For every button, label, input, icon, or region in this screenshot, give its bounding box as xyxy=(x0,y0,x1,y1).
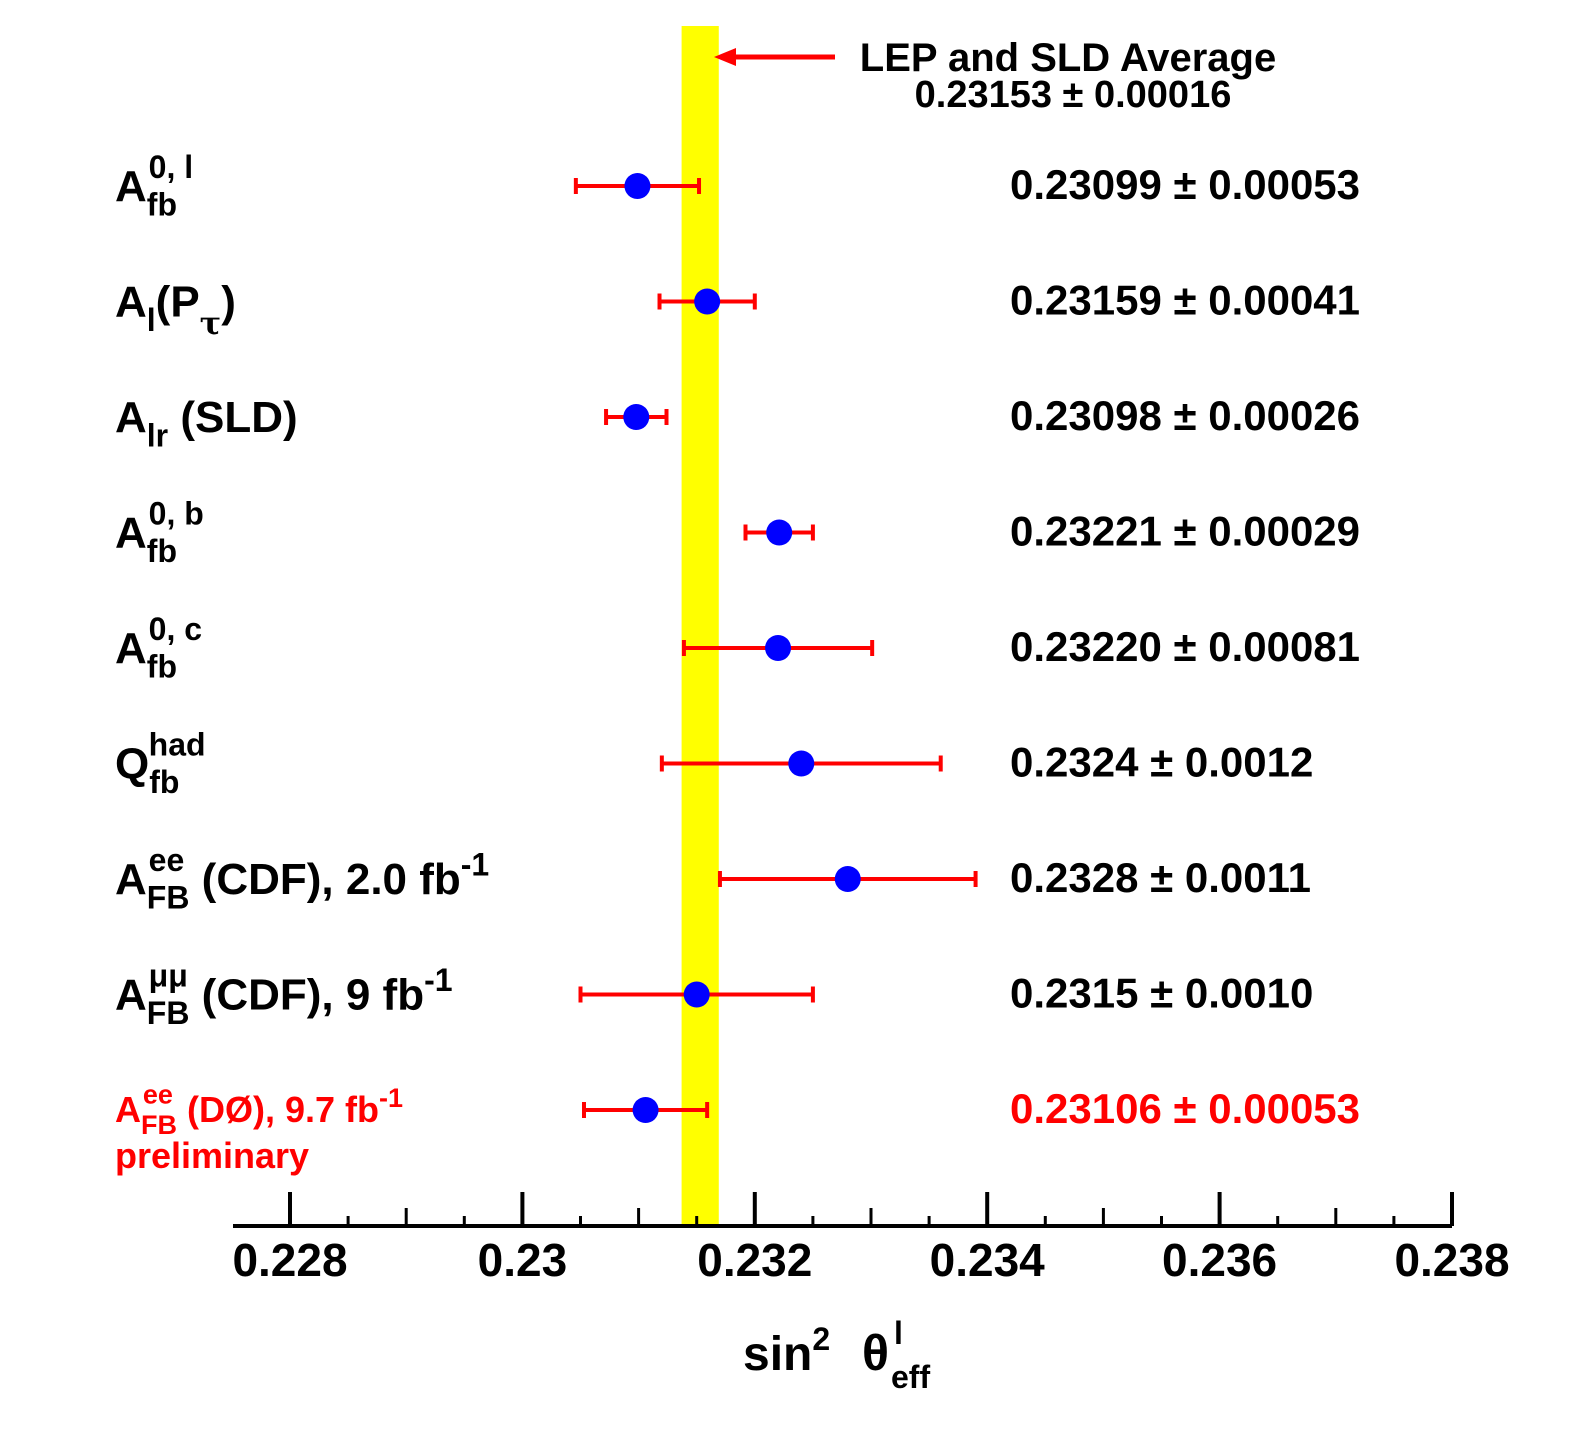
x-tick-label: 0.238 xyxy=(1394,1234,1509,1286)
measurement-label: Al(Pτ) xyxy=(115,278,236,343)
measurement-value: 0.23098 ± 0.00026 xyxy=(1010,392,1360,439)
x-title-main: sin xyxy=(743,1328,812,1381)
label-superscript: μμ xyxy=(149,958,188,994)
x-title-superscript: 2 xyxy=(812,1321,830,1357)
label-subscript: fb xyxy=(147,186,177,222)
measurement-label: AFB (DØ), 9.7 fb-1 xyxy=(115,1083,403,1140)
label-subscript: fb xyxy=(147,648,177,684)
average-band xyxy=(681,26,719,1226)
data-point xyxy=(694,288,721,315)
measurement-values: 0.23099 ± 0.00053 0.23159 ± 0.00041 0.2309… xyxy=(1010,161,1360,1132)
measurement-value: 0.23221 ± 0.00029 xyxy=(1010,508,1360,555)
x-tick-label: 0.23 xyxy=(478,1234,568,1286)
label-subscript: FB xyxy=(147,879,190,915)
data-point xyxy=(788,750,815,777)
measurement-label: Qfb xyxy=(115,740,179,800)
measurement-label: Afb xyxy=(115,624,177,684)
x-axis-title-text: sin2 xyxy=(743,1321,830,1381)
data-point xyxy=(683,981,710,1008)
measurement-value: 0.23106 ± 0.00053 xyxy=(1010,1085,1360,1132)
x-tick-label: 0.232 xyxy=(697,1234,812,1286)
label-subscript: FB xyxy=(141,1110,177,1140)
average-label: LEP and SLD Average xyxy=(860,36,1276,80)
label-main: A xyxy=(115,278,147,327)
x-tick-label: 0.236 xyxy=(1162,1234,1277,1286)
label-main: A xyxy=(115,624,147,673)
label-superscript: -1 xyxy=(461,847,489,883)
label-main: A xyxy=(115,509,147,558)
label-subscript: τ xyxy=(200,304,222,342)
measurement-value: 0.2315 ± 0.0010 xyxy=(1010,970,1313,1017)
average-arrow-head xyxy=(714,48,736,66)
x-title-theta: θ xyxy=(862,1325,889,1381)
points-layer xyxy=(573,173,978,1123)
x-title-theta-superscript: l xyxy=(894,1315,903,1351)
measurement-label: Alr (SLD) xyxy=(115,393,298,453)
data-point xyxy=(632,1097,659,1123)
label-main: Q xyxy=(115,740,149,789)
label-subscript: l xyxy=(147,302,156,338)
label-superscript: 0, c xyxy=(149,611,202,647)
measurement-label: Afb xyxy=(115,509,177,569)
data-point xyxy=(765,635,792,661)
label-subscript: fb xyxy=(149,764,179,800)
label-suffix: (DØ), 9.7 fb xyxy=(177,1089,379,1130)
data-point xyxy=(766,519,793,546)
label-suffix: (P xyxy=(156,278,200,327)
measurement-value: 0.23099 ± 0.00053 xyxy=(1010,161,1360,208)
label-superscript: -1 xyxy=(379,1083,403,1113)
measurement-label: Afb xyxy=(115,162,177,222)
label-main: A xyxy=(115,1089,141,1130)
data-point xyxy=(834,866,861,892)
x-axis: 0.228 0.23 0.232 0.234 0.236 0.238 xyxy=(232,1192,1510,1286)
label-superscript: 0, l xyxy=(149,149,193,185)
label-line2: preliminary xyxy=(115,1135,309,1176)
measurement-value: 0.2328 ± 0.0011 xyxy=(1010,854,1311,901)
measurement-value: 0.23220 ± 0.00081 xyxy=(1010,623,1360,670)
label-suffix: (CDF), 9 fb xyxy=(189,971,424,1020)
label-suffix: (CDF), 2.0 fb xyxy=(189,855,460,904)
label-superscript: ee xyxy=(149,842,185,878)
data-point xyxy=(623,404,650,430)
label-main: A xyxy=(115,162,147,211)
label-superscript: 0, b xyxy=(149,496,204,532)
x-tick-label: 0.234 xyxy=(930,1234,1046,1286)
label-main: A xyxy=(115,393,147,442)
label-superscript: ee xyxy=(143,1079,173,1109)
band-layer xyxy=(681,26,719,1226)
label-main: A xyxy=(115,855,147,904)
label-main: A xyxy=(115,971,147,1020)
label-suffix: (SLD) xyxy=(168,393,298,442)
label-suffix: ) xyxy=(221,278,236,327)
data-point xyxy=(624,173,651,199)
label-subscript: FB xyxy=(147,995,190,1031)
average-value: 0.23153 ± 0.00016 xyxy=(915,74,1232,116)
label-subscript: fb xyxy=(147,533,177,569)
label-subscript: lr xyxy=(147,417,168,453)
measurement-label: AFB (CDF), 2.0 fb-1 xyxy=(115,847,489,916)
measurement-label: AFB (CDF), 9 fb-1 xyxy=(115,962,453,1031)
label-superscript: -1 xyxy=(424,962,452,998)
measurement-value: 0.2324 ± 0.0012 xyxy=(1010,739,1313,786)
x-title-theta-subscript: eff xyxy=(891,1359,930,1395)
x-tick-label: 0.228 xyxy=(232,1234,347,1286)
label-superscript: had xyxy=(149,727,206,763)
measurement-value: 0.23159 ± 0.00041 xyxy=(1010,277,1360,324)
